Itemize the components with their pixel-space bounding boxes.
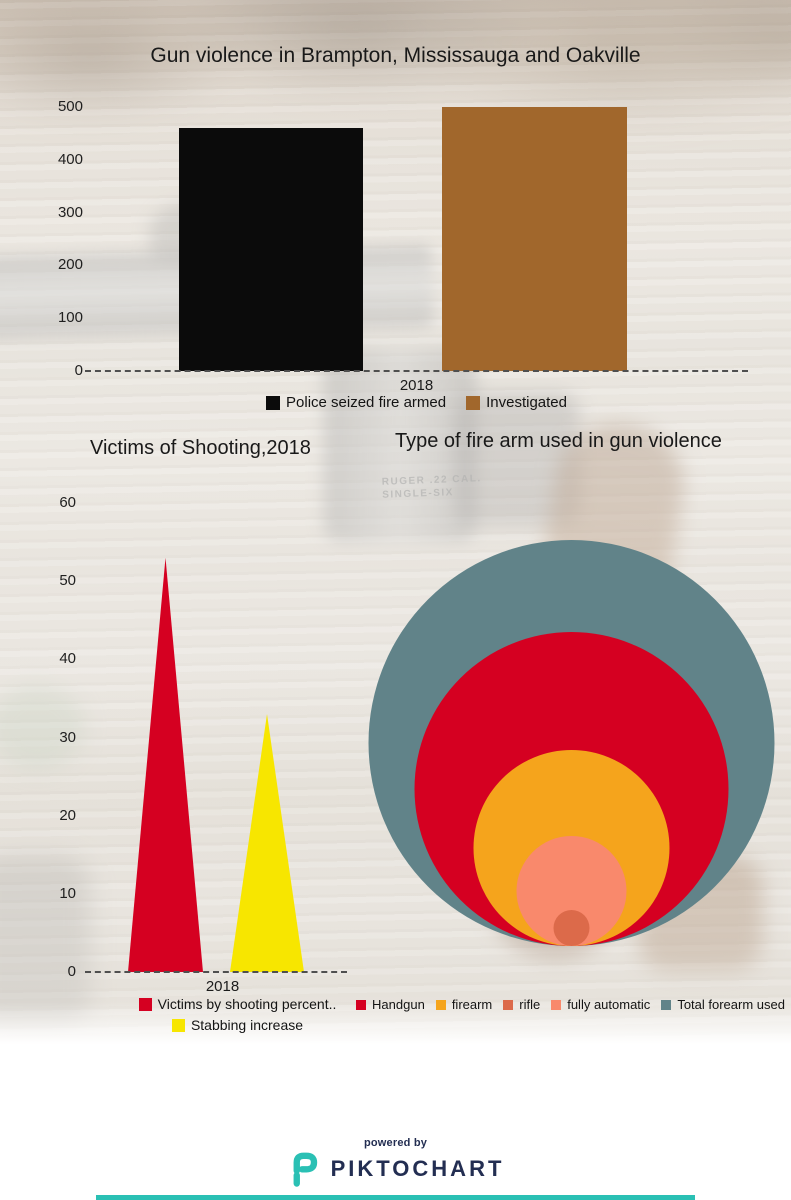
legend-swatch [466, 395, 481, 410]
victims-chart-legend: Victims by shooting percent.. Stabbing in… [60, 996, 415, 1033]
legend-label: rifle [519, 997, 541, 1012]
firearm-chart-plot [368, 540, 775, 946]
legend-label: firearm [451, 997, 493, 1012]
bar-investigated [442, 107, 627, 371]
legend-item-firearm: firearm [435, 997, 493, 1012]
legend-item-stabbing-increase: Stabbing increase [171, 1017, 304, 1033]
gun-engraving-text: RUGER .22 CAL. SINGLE-SIX [382, 472, 483, 501]
legend-item-police-seized-fire-armed: Police seized fire armed [266, 394, 446, 411]
legend-label: Handgun [372, 997, 425, 1012]
powered-by-label: powered by [363, 1137, 428, 1149]
legend-swatch [356, 999, 367, 1010]
legend-label: Victims by shooting percent.. [157, 996, 337, 1012]
engraving-line: SINGLE-SIX [382, 487, 455, 501]
firearm-chart-legend: Handgun firearm rifle fully automatic Total … [356, 997, 785, 1012]
legend-swatch [138, 997, 152, 1011]
bar-chart-x-label: 2018 [399, 377, 434, 394]
legend-swatch [435, 999, 446, 1010]
circle-fully-automatic [516, 836, 627, 946]
victims-chart-baseline [85, 971, 347, 973]
legend-label: Police seized fire armed [286, 394, 447, 411]
legend-swatch [266, 395, 281, 410]
legend-item-total-forearm-used: Total forearm used [661, 997, 785, 1012]
main-title: Gun violence in Brampton, Mississauga an… [150, 44, 641, 67]
legend-item-victims-by-shooting-percent: Victims by shooting percent.. [138, 996, 337, 1012]
victims-chart-x-label: 2018 [205, 978, 240, 995]
firearm-chart-title: Type of fire arm used in gun violence [395, 430, 722, 452]
legend-label: Total forearm used [677, 997, 785, 1012]
footer-accent-bar [96, 1195, 695, 1200]
legend-item-investigated: Investigated [466, 394, 567, 411]
legend-swatch [551, 999, 562, 1010]
legend-label: Stabbing increase [190, 1017, 304, 1033]
legend-label: Investigated [486, 394, 567, 411]
bar-chart-legend: Police seized fire armed Investigated [85, 394, 748, 411]
bar-chart-plot [85, 107, 748, 371]
victims-chart-title: Victims of Shooting,2018 [90, 437, 311, 459]
bg-moss-spot [0, 685, 85, 770]
victims-chart-plot [128, 557, 304, 972]
legend-label: fully automatic [567, 997, 651, 1012]
peak-stabbing-increase [230, 714, 304, 972]
peak-victims-by-shooting-percent [128, 557, 203, 972]
legend-swatch [171, 1018, 185, 1032]
legend-swatch [661, 999, 672, 1010]
piktochart-logo: PIKTOCHART [0, 1150, 791, 1187]
piktochart-icon [293, 1152, 317, 1187]
legend-item-rifle: rifle [503, 997, 540, 1012]
legend-swatch [503, 999, 514, 1010]
circle-rifle [553, 910, 590, 946]
bar-chart-baseline [85, 370, 748, 372]
piktochart-wordmark: PIKTOCHART [330, 1155, 505, 1181]
bg-gun-frame [455, 392, 580, 527]
legend-item-handgun: Handgun [356, 997, 425, 1012]
legend-item-fully-automatic: fully automatic [551, 997, 650, 1012]
bar-police-seized-fire-armed [179, 128, 363, 371]
